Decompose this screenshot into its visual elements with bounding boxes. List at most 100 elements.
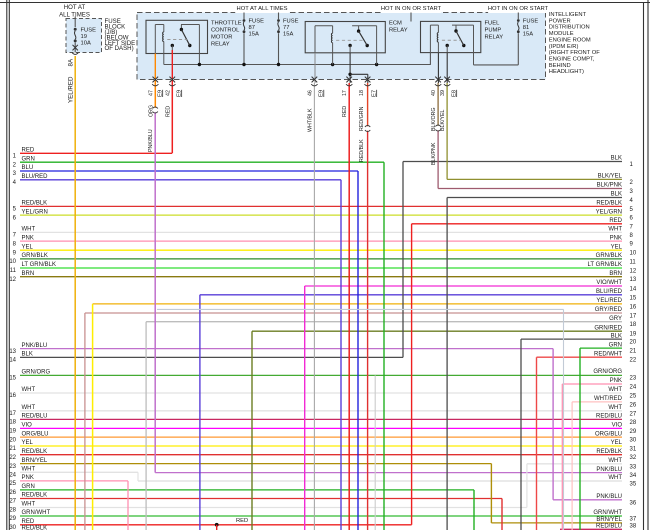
svg-text:PNK/BLU: PNK/BLU — [596, 494, 622, 500]
svg-text:PUMP: PUMP — [485, 28, 502, 34]
svg-text:2: 2 — [630, 180, 634, 186]
svg-text:7: 7 — [13, 233, 17, 239]
svg-text:GRN: GRN — [22, 484, 35, 490]
svg-text:6: 6 — [13, 215, 17, 221]
svg-text:2: 2 — [13, 162, 17, 168]
svg-text:81: 81 — [523, 25, 529, 31]
svg-text:PNK: PNK — [22, 475, 34, 481]
svg-text:GRY: GRY — [609, 316, 622, 322]
svg-text:INTELLIGENT: INTELLIGENT — [549, 12, 587, 18]
svg-text:RED/BLU: RED/BLU — [596, 414, 622, 420]
svg-text:36: 36 — [630, 500, 637, 506]
svg-text:30: 30 — [9, 525, 16, 530]
svg-text:GRN/BLK: GRN/BLK — [22, 253, 48, 259]
svg-text:8: 8 — [630, 233, 634, 239]
svg-text:17: 17 — [9, 411, 16, 417]
svg-text:BLU/RED: BLU/RED — [22, 174, 49, 180]
svg-text:17: 17 — [342, 90, 348, 96]
svg-text:WHT: WHT — [22, 387, 36, 393]
svg-text:16: 16 — [630, 304, 637, 310]
svg-text:WHT: WHT — [608, 387, 622, 393]
svg-text:18: 18 — [630, 322, 637, 328]
svg-text:29: 29 — [630, 429, 637, 435]
svg-text:YEL/RED: YEL/RED — [596, 298, 622, 304]
svg-text:12: 12 — [630, 269, 637, 275]
svg-text:11: 11 — [630, 259, 637, 265]
svg-text:WHT: WHT — [608, 227, 622, 233]
svg-text:BLK/PNK: BLK/PNK — [431, 142, 437, 165]
svg-text:HOT AT: HOT AT — [64, 4, 86, 11]
svg-text:26: 26 — [9, 490, 16, 496]
svg-text:15A: 15A — [249, 32, 259, 38]
svg-text:RED/BLK: RED/BLK — [22, 201, 48, 207]
svg-text:ORG/BLU: ORG/BLU — [22, 431, 49, 437]
svg-text:6: 6 — [630, 216, 634, 222]
svg-text:BRN/YEL: BRN/YEL — [596, 517, 622, 523]
svg-text:FUSE: FUSE — [249, 19, 265, 25]
svg-text:MODULE: MODULE — [549, 31, 574, 37]
svg-text:47: 47 — [148, 90, 154, 96]
svg-text:32: 32 — [630, 455, 637, 461]
svg-text:YEL: YEL — [22, 440, 34, 446]
svg-text:GRN/WHT: GRN/WHT — [22, 510, 51, 516]
svg-text:1: 1 — [13, 154, 17, 160]
svg-text:BLK/ORG: BLK/ORG — [431, 107, 437, 131]
svg-text:15: 15 — [630, 295, 637, 301]
svg-text:27: 27 — [9, 499, 16, 505]
svg-text:VIO: VIO — [22, 423, 33, 429]
svg-text:14: 14 — [9, 358, 16, 364]
svg-text:28: 28 — [630, 420, 637, 426]
svg-text:(BELOW: (BELOW — [105, 34, 129, 41]
svg-text:MOTOR: MOTOR — [211, 35, 232, 41]
svg-text:WHT: WHT — [608, 475, 622, 481]
svg-text:23: 23 — [630, 375, 637, 381]
svg-text:ECM: ECM — [389, 21, 402, 27]
svg-text:BLU: BLU — [22, 165, 34, 171]
svg-text:8A: 8A — [68, 58, 75, 66]
svg-text:18: 18 — [9, 420, 16, 426]
svg-text:(IPDM E/R): (IPDM E/R) — [549, 44, 579, 50]
svg-text:RED/BLK: RED/BLK — [359, 139, 365, 162]
svg-text:HOT IN ON OR START: HOT IN ON OR START — [488, 6, 549, 12]
svg-text:BLK: BLK — [611, 192, 622, 198]
svg-text:25: 25 — [630, 394, 637, 400]
svg-text:ORG: ORG — [148, 105, 154, 117]
svg-text:3: 3 — [630, 189, 634, 195]
svg-text:17: 17 — [630, 314, 637, 320]
svg-text:WHT/RED: WHT/RED — [594, 396, 623, 402]
svg-text:WHT: WHT — [608, 458, 622, 464]
svg-text:22: 22 — [9, 455, 16, 461]
svg-text:RED/GRN: RED/GRN — [359, 106, 365, 131]
svg-text:42: 42 — [165, 90, 171, 96]
svg-text:19: 19 — [81, 34, 87, 40]
svg-text:E9: E9 — [177, 90, 183, 97]
svg-text:ORG/BLU: ORG/BLU — [595, 431, 622, 437]
svg-text:GRN: GRN — [22, 156, 35, 162]
svg-text:WHT/BLK: WHT/BLK — [307, 108, 313, 132]
svg-text:30: 30 — [630, 438, 637, 444]
svg-text:GRN: GRN — [609, 342, 622, 348]
svg-text:33: 33 — [630, 464, 637, 470]
svg-text:24: 24 — [630, 385, 637, 391]
svg-text:10: 10 — [9, 259, 16, 265]
svg-text:LEFT SIDE: LEFT SIDE — [105, 40, 136, 47]
svg-text:GRN/ORG: GRN/ORG — [22, 370, 51, 376]
svg-text:19: 19 — [630, 332, 637, 338]
svg-text:40: 40 — [431, 90, 437, 96]
svg-text:GRN/WHT: GRN/WHT — [593, 510, 622, 516]
svg-text:ENGINE COMPT,: ENGINE COMPT, — [549, 56, 595, 62]
svg-text:29: 29 — [9, 516, 16, 522]
svg-text:11: 11 — [10, 268, 17, 274]
svg-text:RED/BLK: RED/BLK — [596, 449, 622, 455]
svg-text:18: 18 — [359, 90, 365, 96]
svg-text:BLK: BLK — [22, 352, 33, 358]
svg-text:YEL: YEL — [22, 244, 34, 250]
svg-text:14: 14 — [630, 287, 637, 293]
svg-text:27: 27 — [630, 411, 637, 417]
svg-text:38: 38 — [630, 523, 637, 529]
svg-text:10A: 10A — [81, 41, 91, 47]
svg-text:BEHIND: BEHIND — [549, 63, 571, 69]
svg-text:20: 20 — [630, 340, 637, 346]
svg-text:31: 31 — [630, 447, 637, 453]
svg-text:BLOCK: BLOCK — [105, 24, 126, 31]
